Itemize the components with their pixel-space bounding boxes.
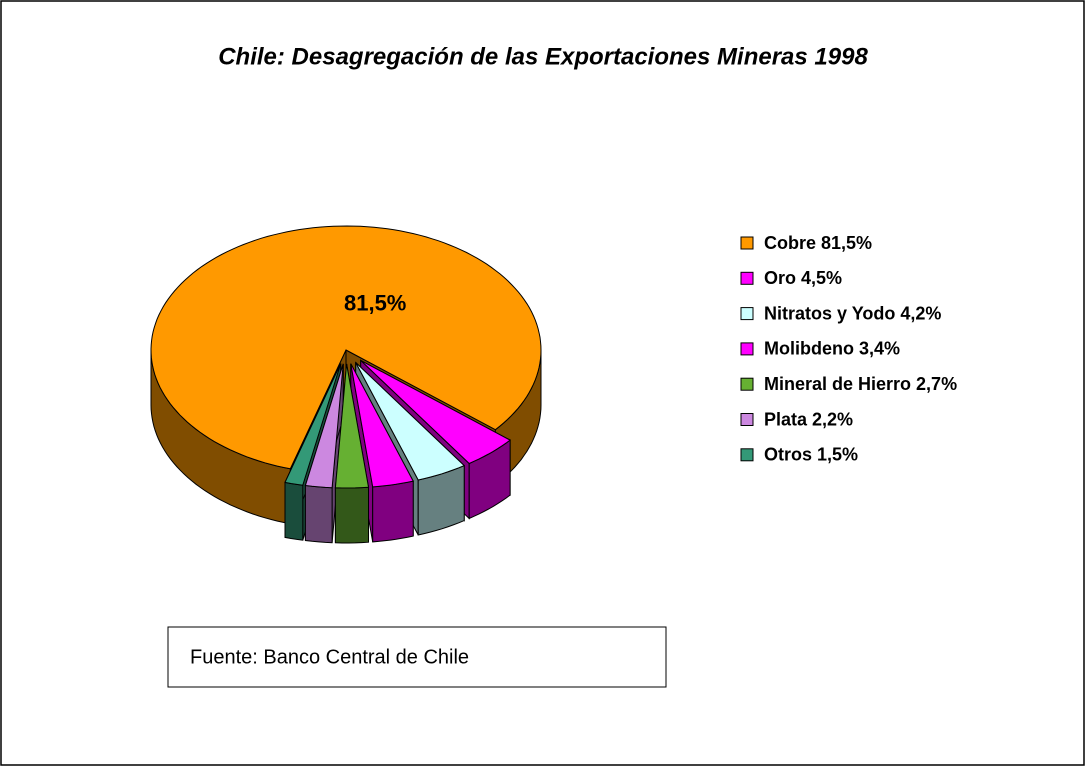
chart-title: Chile: Desagregación de las Exportacione… [218,43,868,70]
source-note: Fuente: Banco Central de Chile [190,646,469,668]
legend-label: Mineral de Hierro 2,7% [764,374,957,394]
pie-slice [284,363,342,486]
slice-side [304,484,333,544]
legend-swatch [740,342,754,356]
legend-swatch [740,448,754,462]
pie-slice [355,362,466,481]
legend-swatch [740,377,754,391]
slice-side [372,480,414,543]
data-label: 81,5% [344,290,406,315]
legend-swatch [740,271,754,285]
legend-swatch [740,307,754,321]
slice-side [334,486,369,544]
pie-slice [150,225,542,470]
pie-slice [334,363,370,489]
pie-slice [350,363,414,488]
legend-label: Nitratos y Yodo 4,2% [764,303,941,323]
legend-label: Oro 4,5% [764,268,842,288]
source-box [167,626,667,688]
legend-label: Cobre 81,5% [764,233,872,253]
slice-side [284,481,304,541]
pie-slice [304,363,344,489]
legend-swatch [740,413,754,426]
pie-slice [360,359,512,465]
legend-label: Plata 2,2% [764,409,853,429]
legend-swatch [740,236,754,250]
legend-label: Molibdeno 3,4% [764,339,900,359]
legend-label: Otros 1,5% [764,445,858,465]
